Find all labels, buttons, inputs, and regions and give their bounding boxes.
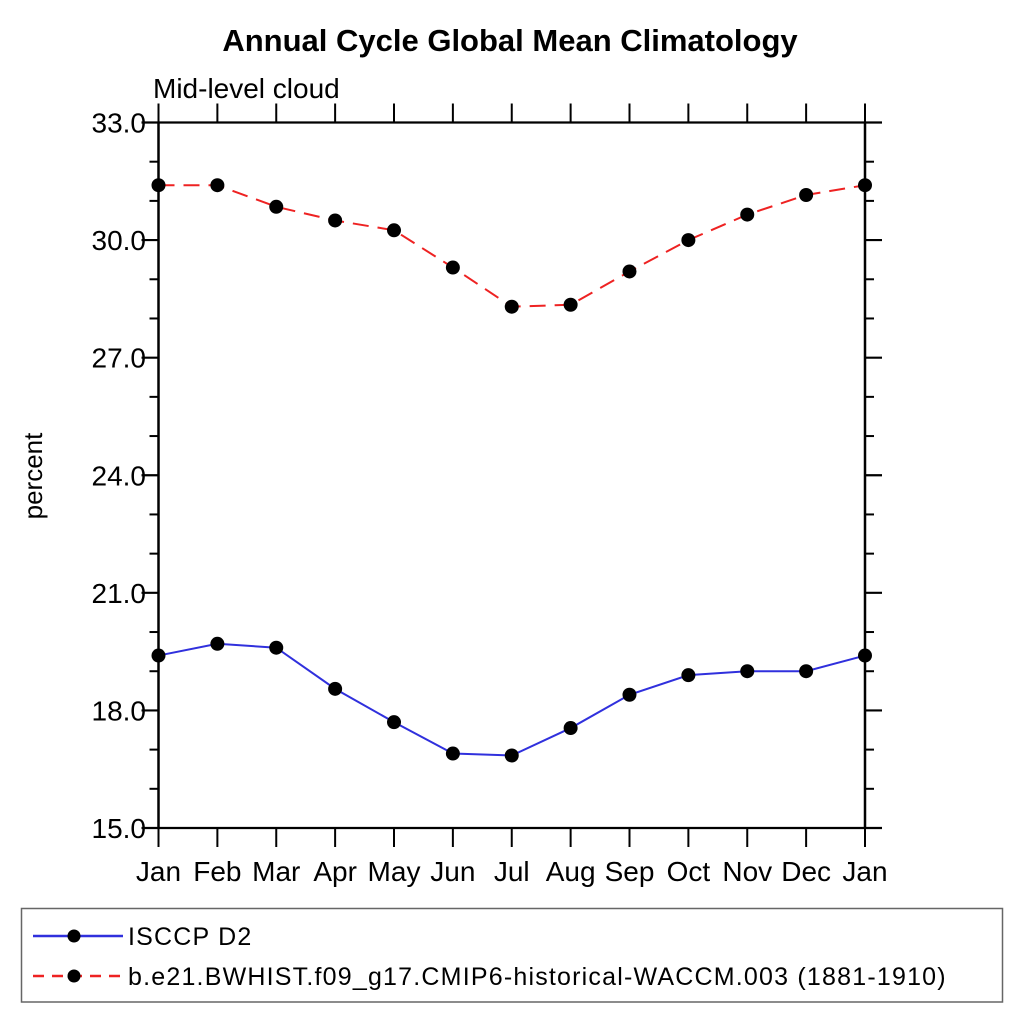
x-tick-label: Feb xyxy=(193,856,241,887)
x-tick-label: Nov xyxy=(722,856,772,887)
data-point xyxy=(328,681,343,696)
data-point xyxy=(210,178,225,193)
data-point xyxy=(445,746,460,761)
y-axis-title: percent xyxy=(18,432,48,519)
x-tick-label: Jan xyxy=(136,856,181,887)
series-line-1 xyxy=(158,184,866,308)
data-point xyxy=(328,213,343,228)
data-point xyxy=(269,199,284,214)
data-point xyxy=(387,223,401,238)
series-line-0 xyxy=(158,642,866,757)
data-point xyxy=(622,264,637,279)
x-tick-label: Dec xyxy=(781,856,831,887)
legend-marker-1 xyxy=(67,969,81,983)
y-tick-label: 24.0 xyxy=(92,460,147,491)
legend-label-isccp: ISCCP D2 xyxy=(128,923,252,951)
data-point xyxy=(387,715,401,730)
data-point xyxy=(269,640,284,655)
x-tick-label: Mar xyxy=(252,856,300,887)
legend-label-model: b.e21.BWHIST.f09_g17.CMIP6-historical-WA… xyxy=(128,963,947,991)
y-tick-label: 21.0 xyxy=(92,578,147,609)
y-axis-tick-labels: 15.0 18.0 21.0 24.0 27.0 30.0 33.0 xyxy=(92,108,147,845)
y-tick-label: 27.0 xyxy=(92,343,147,374)
data-point xyxy=(445,260,460,275)
legend: ISCCP D2 b.e21.BWHIST.f09_g17.CMIP6-hist… xyxy=(20,907,1004,1003)
x-tick-label: Jul xyxy=(494,856,530,887)
data-point xyxy=(681,233,696,248)
legend-box xyxy=(20,907,1004,1003)
x-tick-label: Oct xyxy=(667,856,711,887)
x-tick-label: May xyxy=(368,856,421,887)
data-point xyxy=(622,687,637,702)
x-tick-label: Jun xyxy=(430,856,475,887)
data-point xyxy=(563,721,578,736)
chart-subtitle: Mid-level cloud xyxy=(153,73,340,104)
x-tick-label: Jan xyxy=(842,856,887,887)
data-point xyxy=(799,188,814,203)
data-point xyxy=(740,207,755,222)
data-point xyxy=(681,668,696,683)
legend-marker-0 xyxy=(67,929,81,943)
data-point xyxy=(799,664,814,679)
data-point xyxy=(210,636,225,651)
data-point xyxy=(504,299,519,314)
legend-samples xyxy=(33,929,123,983)
x-tick-label: Apr xyxy=(313,856,357,887)
x-axis-tick-labels: Jan Feb Mar Apr May Jun Jul Aug Sep Oct Nov Dec Jan xyxy=(136,856,888,887)
y-tick-label: 33.0 xyxy=(92,108,147,139)
data-point xyxy=(740,664,755,679)
x-tick-label: Sep xyxy=(605,856,655,887)
data-point xyxy=(504,748,519,763)
data-point xyxy=(563,297,578,312)
y-tick-label: 18.0 xyxy=(92,695,147,726)
x-tick-label: Aug xyxy=(546,856,596,887)
y-tick-label: 15.0 xyxy=(92,813,147,844)
plot-axes xyxy=(141,103,882,847)
chart-title: Annual Cycle Global Mean Climatology xyxy=(222,23,798,58)
plot-series xyxy=(151,178,872,763)
y-tick-label: 30.0 xyxy=(92,225,147,256)
